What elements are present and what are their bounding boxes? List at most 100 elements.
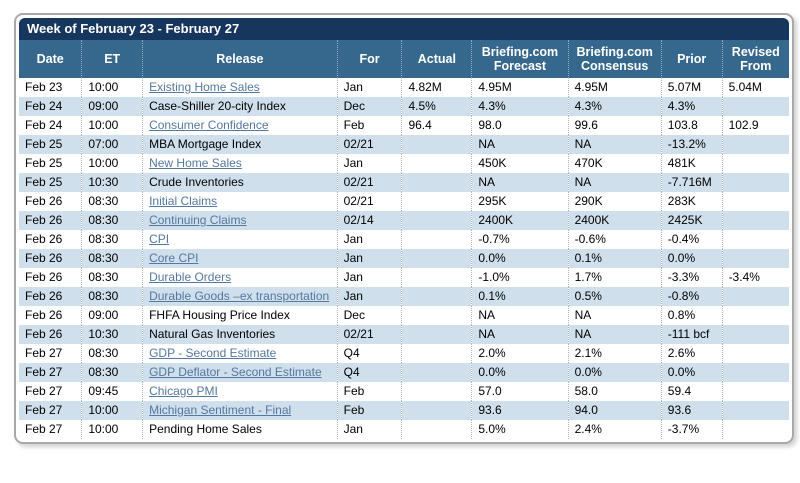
release-link[interactable]: CPI xyxy=(149,232,170,246)
cell-prior: 93.6 xyxy=(660,401,723,420)
release-link[interactable]: GDP Deflator - Second Estimate xyxy=(149,365,322,379)
cell-forecast: 295K xyxy=(471,192,569,211)
release-link[interactable]: GDP - Second Estimate xyxy=(149,346,277,360)
cell-prior: -0.8% xyxy=(660,287,723,306)
cell-forecast: 5.0% xyxy=(471,420,569,439)
cell-for: 02/14 xyxy=(336,211,402,230)
cell-actual xyxy=(401,306,472,325)
release-link[interactable]: Continuing Claims xyxy=(149,213,247,227)
calendar-week-title: Week of February 23 - February 27 xyxy=(19,18,789,40)
cell-release: Michigan Sentiment - Final xyxy=(142,401,338,420)
cell-actual: 96.4 xyxy=(401,116,472,135)
cell-consensus: 58.0 xyxy=(567,382,662,401)
cell-consensus: NA xyxy=(567,306,662,325)
release-link[interactable]: New Home Sales xyxy=(149,156,242,170)
cell-date: Feb 25 xyxy=(25,175,63,189)
cell-et: 07:00 xyxy=(81,135,143,154)
cell-revised xyxy=(721,154,789,173)
release-link[interactable]: Michigan Sentiment - Final xyxy=(149,403,292,417)
cell-prior: 283K xyxy=(660,192,723,211)
cell-revised xyxy=(721,230,789,249)
column-header-revised: Revised From xyxy=(721,40,789,78)
cell-prior: -3.3% xyxy=(660,268,723,287)
cell-et: 09:45 xyxy=(81,382,143,401)
cell-consensus: 4.3% xyxy=(567,97,662,116)
cell-revised xyxy=(721,173,789,192)
cell-release: CPI xyxy=(142,230,338,249)
cell-for: 02/21 xyxy=(336,192,402,211)
cell-date: Feb 23 xyxy=(25,80,63,94)
cell-forecast: -0.7% xyxy=(471,230,569,249)
cell-release: Chicago PMI xyxy=(142,382,338,401)
cell-consensus: 0.0% xyxy=(567,363,662,382)
release-link[interactable]: Durable Orders xyxy=(149,270,232,284)
table-row: Feb 26 08:30 Core CPI Jan 0.0% 0.1% 0.0% xyxy=(19,249,789,268)
cell-actual: 4.82M xyxy=(401,78,472,97)
cell-consensus: 94.0 xyxy=(567,401,662,420)
cell-release: FHFA Housing Price Index xyxy=(142,306,338,325)
cell-et: 10:00 xyxy=(81,116,143,135)
cell-consensus: NA xyxy=(567,173,662,192)
table-row: Feb 26 10:30 Natural Gas Inventories 02/21 N… xyxy=(19,325,789,344)
cell-actual xyxy=(401,344,472,363)
cell-release: Durable Goods –ex transportation xyxy=(142,287,338,306)
cell-date: Feb 26 xyxy=(25,327,63,341)
cell-et: 08:30 xyxy=(81,211,143,230)
cell-for: 02/21 xyxy=(336,325,402,344)
cell-date: Feb 27 xyxy=(25,365,63,379)
column-header-actual: Actual xyxy=(401,40,472,78)
cell-revised xyxy=(721,211,789,230)
cell-et: 10:30 xyxy=(81,325,143,344)
cell-et: 08:30 xyxy=(81,344,143,363)
cell-et: 10:30 xyxy=(81,173,143,192)
cell-forecast: 57.0 xyxy=(471,382,569,401)
cell-for: Feb xyxy=(336,382,402,401)
cell-revised xyxy=(721,344,789,363)
cell-actual: 4.5% xyxy=(401,97,472,116)
release-link[interactable]: Initial Claims xyxy=(149,194,218,208)
column-header-consensus: Briefing.com Consensus xyxy=(567,40,662,78)
release-link[interactable]: Core CPI xyxy=(149,251,199,265)
release-link[interactable]: Existing Home Sales xyxy=(149,80,260,94)
cell-for: Dec xyxy=(336,306,402,325)
cell-actual xyxy=(401,325,472,344)
cell-forecast: 0.0% xyxy=(471,363,569,382)
cell-prior: 59.4 xyxy=(660,382,723,401)
cell-forecast: 4.95M xyxy=(471,78,569,97)
cell-et: 10:00 xyxy=(81,401,143,420)
cell-consensus: -0.6% xyxy=(567,230,662,249)
cell-consensus: 2.1% xyxy=(567,344,662,363)
economic-calendar-card: Week of February 23 - February 27 Date ET… xyxy=(14,13,794,444)
release-link[interactable]: Consumer Confidence xyxy=(149,118,269,132)
cell-revised xyxy=(721,325,789,344)
cell-prior: -13.2% xyxy=(660,135,723,154)
table-row: Feb 27 10:00 Pending Home Sales Jan 5.0% 2.4%… xyxy=(19,420,789,439)
cell-for: Q4 xyxy=(336,344,402,363)
cell-release: Case-Shiller 20-city Index xyxy=(142,97,338,116)
cell-actual xyxy=(401,154,472,173)
cell-for: 02/21 xyxy=(336,173,402,192)
cell-actual xyxy=(401,382,472,401)
cell-release: Core CPI xyxy=(142,249,338,268)
cell-date: Feb 27 xyxy=(25,384,63,398)
cell-release: MBA Mortgage Index xyxy=(142,135,338,154)
cell-et: 09:00 xyxy=(81,97,143,116)
cell-release: GDP Deflator - Second Estimate xyxy=(142,363,338,382)
cell-for: Q4 xyxy=(336,363,402,382)
cell-date: Feb 26 xyxy=(25,232,63,246)
cell-consensus: NA xyxy=(567,325,662,344)
column-header-prior: Prior xyxy=(660,40,723,78)
cell-date: Feb 26 xyxy=(25,213,63,227)
cell-revised xyxy=(721,249,789,268)
cell-release: Natural Gas Inventories xyxy=(142,325,338,344)
cell-release: Crude Inventories xyxy=(142,173,338,192)
release-link[interactable]: Durable Goods –ex transportation xyxy=(149,289,330,303)
column-header-release: Release xyxy=(142,40,338,78)
cell-revised xyxy=(721,135,789,154)
cell-et: 08:30 xyxy=(81,287,143,306)
cell-date: Feb 27 xyxy=(25,346,63,360)
cell-actual xyxy=(401,249,472,268)
cell-release: Continuing Claims xyxy=(142,211,338,230)
cell-et: 10:00 xyxy=(81,78,143,97)
release-link[interactable]: Chicago PMI xyxy=(149,384,218,398)
